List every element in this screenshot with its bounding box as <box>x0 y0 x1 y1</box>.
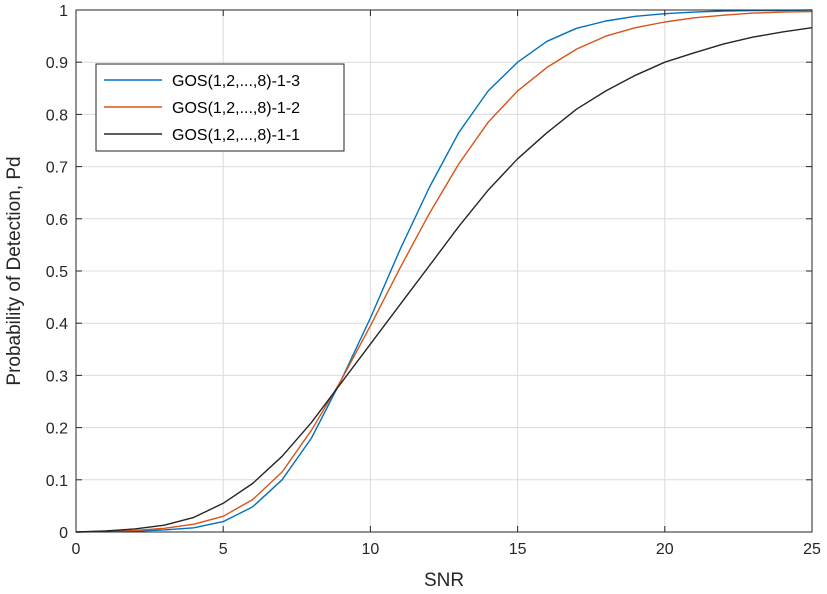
series-line-3 <box>75 27 813 533</box>
legend: GOS(1,2,...,8)-1-3 GOS(1,2,...,8)-1-2 GOS(… <box>95 63 345 152</box>
x-tick-label: 0 <box>72 541 81 558</box>
series-lines <box>75 9 813 533</box>
y-tick-label: 0.6 <box>46 212 68 229</box>
y-tick-label: 0.4 <box>46 316 68 333</box>
x-tick-label: 15 <box>509 541 527 558</box>
y-tick-label: 1 <box>59 3 68 20</box>
y-tick-label: 0 <box>59 525 68 542</box>
legend-label: GOS(1,2,...,8)-1-1 <box>172 127 300 144</box>
grid <box>75 9 813 533</box>
legend-label: GOS(1,2,...,8)-1-2 <box>172 100 300 117</box>
x-tick-label: 20 <box>656 541 674 558</box>
y-tick-label: 0.7 <box>46 160 68 177</box>
x-tick-label: 5 <box>219 541 228 558</box>
y-axis-label: Probability of Detection, Pd <box>4 156 25 385</box>
x-tick-label: 25 <box>803 541 821 558</box>
y-tick-label: 0.8 <box>46 107 68 124</box>
y-tick-label: 0.2 <box>46 421 68 438</box>
series-line-2 <box>75 10 813 533</box>
y-tick-label: 0.9 <box>46 55 68 72</box>
y-tick-label: 0.5 <box>46 264 68 281</box>
x-axis-label: SNR <box>424 570 464 591</box>
series-line-1 <box>75 9 813 533</box>
x-tick-label: 10 <box>362 541 380 558</box>
legend-label: GOS(1,2,...,8)-1-3 <box>172 73 300 90</box>
y-tick-label: 0.1 <box>46 473 68 490</box>
y-tick-label: 0.3 <box>46 368 68 385</box>
ticks: 0 5 10 15 20 25 0 0.1 0.2 0.3 0.4 0.5 0.6 0.7 0.8 0.9 1 <box>46 3 821 558</box>
